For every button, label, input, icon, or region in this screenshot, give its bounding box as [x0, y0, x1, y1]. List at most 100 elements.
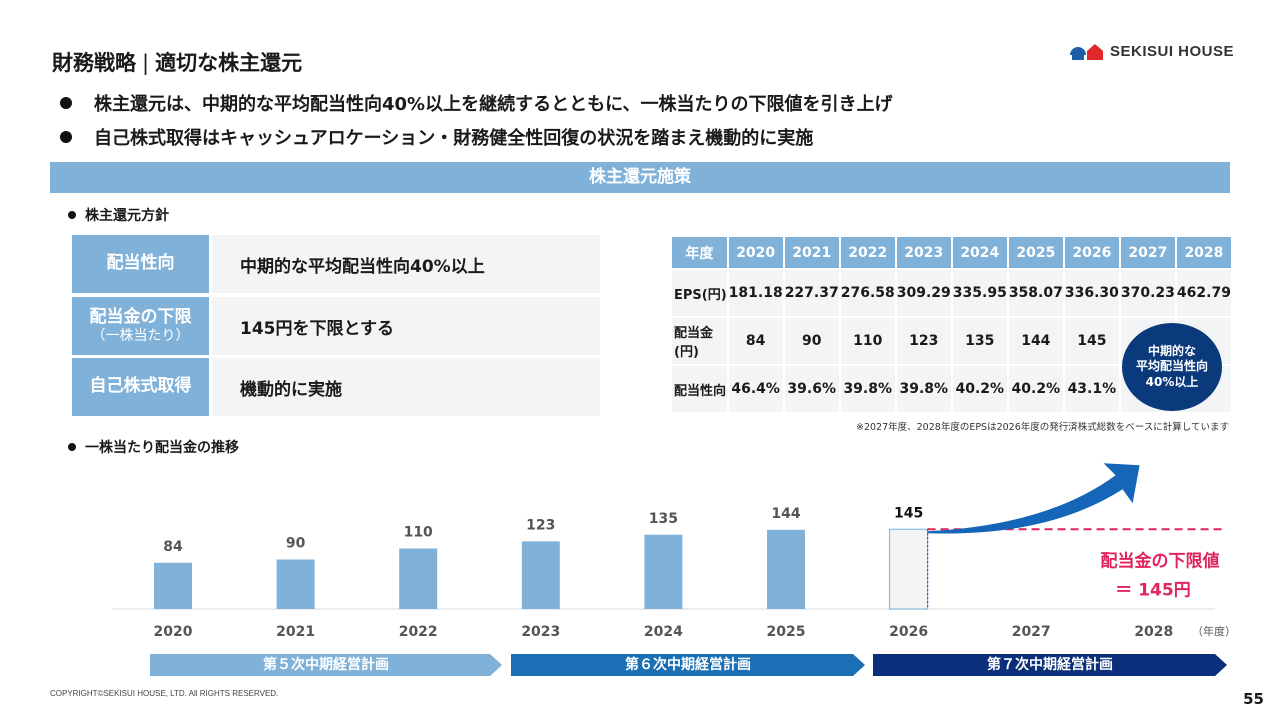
chart-floor-value-label: ＝ 145円	[1115, 580, 1190, 600]
chart-bar	[276, 559, 315, 609]
title-main: 財務戦略	[52, 51, 136, 75]
chart-bar	[644, 534, 683, 609]
policy-row: 自己株式取得 機動的に実施	[72, 358, 600, 416]
chart-x-tick-label: 2028	[1134, 624, 1173, 640]
table-cell: 462.79	[1176, 270, 1231, 316]
policy-row: 配当金の下限 （一株当たり） 145円を下限とする	[72, 297, 600, 355]
chart-x-tick-label: 2024	[644, 624, 683, 640]
chart-x-tick-label: 2027	[1012, 624, 1051, 640]
policy-value: 機動的に実施	[212, 358, 600, 416]
bullet-text: 株主還元は、中期的な平均配当性向40%以上を継続するとともに、一株当たりの下限値…	[94, 94, 893, 115]
chart-data-label: 135	[649, 511, 678, 527]
copyright-text: COPYRIGHT©SEKISUI HOUSE, LTD. All RIGHTS…	[50, 689, 279, 698]
title-subtitle: 適切な株主還元	[155, 51, 303, 75]
plan-label: 第５次中期経営計画	[263, 657, 389, 673]
table-cell: 370.23	[1120, 270, 1175, 316]
chart-data-label: 145	[894, 505, 923, 521]
chart-x-tick-label: 2023	[521, 624, 560, 640]
bullet-dot-icon	[68, 211, 76, 219]
table-header-cell: 2026	[1064, 237, 1119, 268]
policy-row: 配当性向 中期的な平均配当性向40%以上	[72, 235, 600, 293]
table-row-label: 配当性向	[672, 366, 727, 412]
house-logo-icon	[1070, 44, 1103, 60]
bullet-item: 株主還元は、中期的な平均配当性向40%以上を継続するとともに、一株当たりの下限値…	[60, 90, 893, 116]
chart-x-tick-label: 2021	[276, 624, 315, 640]
page-number: 55	[1243, 690, 1264, 708]
company-logo: SEKISUI HOUSE	[1068, 40, 1234, 62]
table-header-cell: 2021	[784, 237, 839, 268]
chart-x-tick-label: 2020	[154, 624, 193, 640]
bullet-dot-icon	[68, 443, 76, 451]
table-cell: 144	[1008, 318, 1063, 364]
policy-section-label: 株主還元方針	[68, 205, 169, 225]
table-header-cell: 2027	[1120, 237, 1175, 268]
dividend-chart: 84 2020 90 2021 110 2022 123 2023 135 2024 144 2025…	[0, 450, 1278, 650]
dividend-label-text: 一株当たり配当金の推移	[85, 440, 239, 456]
plan-arrow-icon	[511, 654, 865, 676]
bullet-item: 自己株式取得はキャッシュアロケーション・財務健全性回復の状況を踏まえ機動的に実施	[60, 124, 813, 150]
chart-x-tick-label: 2025	[767, 624, 806, 640]
plan-arrow: 第５次中期経営計画	[150, 654, 502, 676]
table-cell: 135	[952, 318, 1007, 364]
chart-data-label: 123	[526, 517, 555, 533]
table-row-label: 配当金(円)	[672, 318, 727, 364]
bullet-dot-icon	[60, 97, 72, 109]
plan-arrow-icon	[873, 654, 1227, 676]
table-cell: 39.8%	[896, 366, 951, 412]
section-banner: 株主還元施策	[50, 162, 1230, 193]
policy-key: 自己株式取得	[72, 358, 209, 416]
table-header-cell: 2028	[1176, 237, 1231, 268]
table-cell: 358.07	[1008, 270, 1063, 316]
table-cell: 84	[728, 318, 783, 364]
chart-x-tick-label: 2022	[399, 624, 438, 640]
policy-key: 配当性向	[72, 235, 209, 293]
table-cell: 227.37	[784, 270, 839, 316]
policy-key: 配当金の下限 （一株当たり）	[72, 297, 209, 355]
table-cell: 46.4%	[728, 366, 783, 412]
policy-label-text: 株主還元方針	[85, 208, 169, 224]
table-header-cell: 2025	[1008, 237, 1063, 268]
table-header-cell: 2022	[840, 237, 895, 268]
badge-line: 40%以上	[1145, 374, 1199, 389]
chart-bar	[399, 548, 438, 609]
plan-label: 第６次中期経営計画	[625, 657, 751, 673]
table-cell: 276.58	[840, 270, 895, 316]
policy-key-text: 配当性向	[106, 253, 175, 274]
table-cell: 110	[840, 318, 895, 364]
dividend-chart-svg: 84 2020 90 2021 110 2022 123 2023 135 2024 144 2025…	[112, 463, 1236, 640]
table-cell: 123	[896, 318, 951, 364]
table-cell: 181.18	[728, 270, 783, 316]
payout-target-badge: 中期的な 平均配当性向 40%以上	[1122, 323, 1222, 411]
table-cell: 335.95	[952, 270, 1007, 316]
table-header-row: 年度 2020 2021 2022 2023 2024 2025 2026 20…	[672, 237, 1231, 268]
plan-arrow: 第６次中期経営計画	[511, 654, 865, 676]
table-header-cell: 年度	[672, 237, 727, 268]
table-cell: 43.1%	[1064, 366, 1119, 412]
dividend-section-label: 一株当たり配当金の推移	[68, 437, 239, 457]
table-cell: 40.2%	[952, 366, 1007, 412]
bullet-text: 自己株式取得はキャッシュアロケーション・財務健全性回復の状況を踏まえ機動的に実施	[94, 128, 814, 149]
badge-line: 平均配当性向	[1135, 359, 1208, 374]
chart-data-label: 144	[771, 506, 800, 522]
page-title: 財務戦略 | 適切な株主還元	[52, 47, 302, 77]
chart-x-unit-label: （年度）	[1192, 624, 1236, 638]
table-row: EPS(円) 181.18 227.37 276.58 309.29 335.9…	[672, 270, 1231, 316]
chart-data-label: 84	[163, 539, 183, 555]
growth-arrow-icon	[927, 463, 1140, 534]
chart-bar	[889, 528, 929, 610]
badge-line: 中期的な	[1147, 343, 1196, 358]
chart-x-tick-label: 2026	[889, 624, 928, 640]
policy-key-text: 配当金の下限	[89, 307, 192, 328]
table-cell: 39.8%	[840, 366, 895, 412]
table-cell: 90	[784, 318, 839, 364]
chart-data-label: 90	[286, 536, 306, 552]
table-cell: 336.30	[1064, 270, 1119, 316]
table-footnote: ※2027年度、2028年度のEPSは2026年度の発行済株式総数をベースに計算…	[856, 422, 1229, 433]
chart-bar	[521, 541, 560, 609]
table-cell: 145	[1064, 318, 1119, 364]
policy-key-subtext: （一株当たり）	[91, 327, 190, 344]
policy-key-text: 自己株式取得	[89, 376, 192, 397]
chart-bar	[154, 562, 192, 609]
table-cell: 39.6%	[784, 366, 839, 412]
policy-value: 中期的な平均配当性向40%以上	[212, 235, 600, 293]
